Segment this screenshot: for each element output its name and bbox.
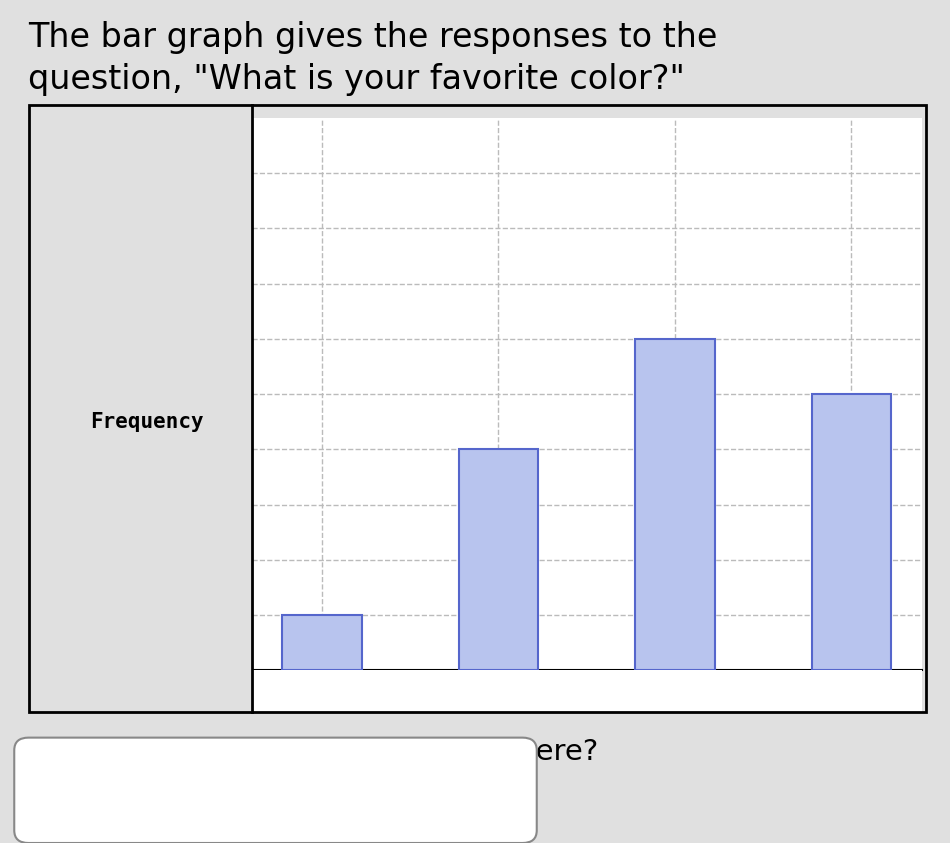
Text: Frequency: Frequency [90,411,204,432]
Text: question, "What is your favorite color?": question, "What is your favorite color?" [28,63,685,96]
Text: The bar graph gives the responses to the: The bar graph gives the responses to the [28,21,718,54]
Text: How many total responses were there?: How many total responses were there? [28,738,598,765]
Bar [459,449,538,670]
Bar [811,395,891,670]
Bar [636,339,714,670]
Bar [282,615,362,670]
